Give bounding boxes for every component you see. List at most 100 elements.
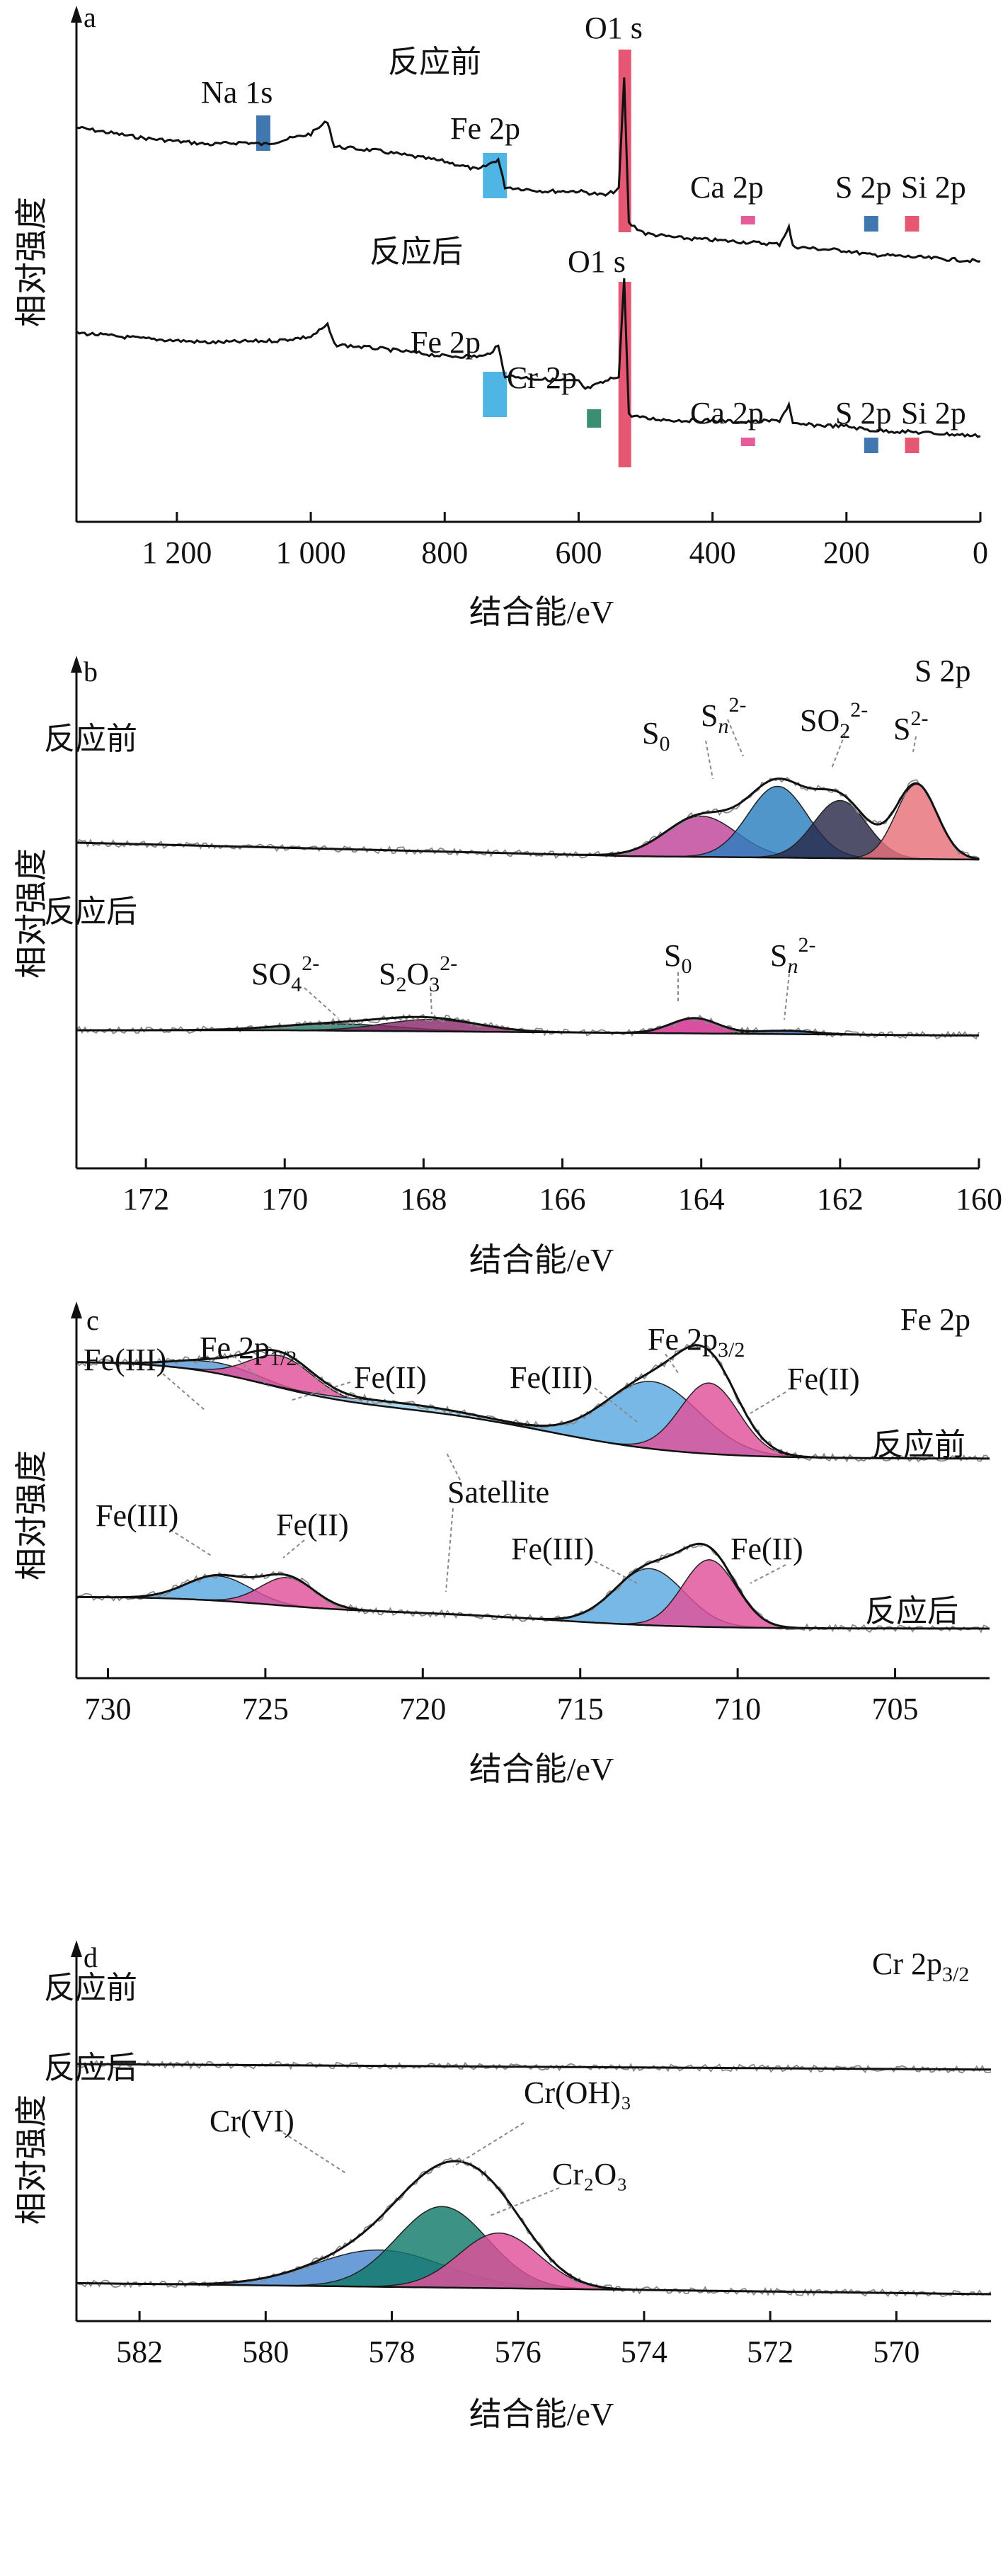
x-tick-label: 715	[557, 1692, 604, 1726]
d-label-after: 反应后	[44, 2051, 137, 2085]
a-label-ca2p-after: Ca 2p	[690, 396, 764, 431]
a-ylabel: 相对强度	[13, 197, 50, 327]
x-tick-label: 570	[873, 2335, 919, 2369]
b-envelopes	[76, 776, 980, 1040]
b-label-so4: SO42-	[251, 952, 319, 996]
x-tick-label: 400	[689, 535, 736, 570]
baseline-1	[76, 1596, 990, 1630]
b-panel-letter: b	[84, 656, 98, 688]
b-label-sn-after: Sn2-	[770, 933, 815, 978]
x-tick-label: 580	[242, 2335, 289, 2369]
d-label-croh: Cr(OH)₃	[524, 2075, 631, 2110]
b-label-s0-before: S0	[642, 716, 670, 756]
x-tick-label: 710	[714, 1692, 761, 1726]
baseline-0	[76, 2063, 991, 2071]
peak-marker	[740, 216, 755, 224]
c-label-satellite: Satellite	[447, 1475, 549, 1510]
a-panel-letter: a	[84, 1, 96, 33]
a-label-na1s: Na 1s	[201, 75, 273, 110]
x-tick-label: 164	[678, 1182, 725, 1216]
c-ylabel: 相对强度	[13, 1450, 50, 1580]
d-title-sub: 3/2	[942, 1963, 969, 1986]
c-label-fe3-d: Fe(III)	[511, 1532, 594, 1566]
a-label-o1s-before: O1 s	[585, 11, 643, 45]
d-leader-lines	[282, 2122, 560, 2217]
x-tick-label: 1 200	[142, 535, 212, 570]
x-tick-label: 800	[421, 535, 468, 570]
d-xlabel: 结合能/eV	[469, 2396, 614, 2432]
spectrum-line-1	[76, 278, 981, 438]
d-label-cr2o3: Cr₂O₃	[552, 2157, 627, 2192]
c-label-fe2-c: Fe(II)	[276, 1508, 349, 1542]
b-x-ticks: 172 170 168 166 164 162 160	[122, 1158, 1002, 1216]
peak-marker	[905, 438, 919, 453]
c-label-before: 反应前	[872, 1427, 965, 1462]
a-label-o1s-after: O1 s	[568, 244, 626, 279]
d-envelopes	[76, 2060, 992, 2298]
baseline-0	[76, 1361, 990, 1460]
c-label-fe3-c: Fe(III)	[96, 1498, 178, 1533]
x-tick-label: 170	[261, 1182, 308, 1216]
x-tick-label: 720	[399, 1692, 446, 1726]
x-tick-label: 168	[400, 1182, 447, 1216]
b-label-sn-before: Sn2-	[701, 693, 746, 738]
peak-marker	[864, 438, 878, 453]
baseline-0	[76, 841, 979, 861]
x-tick-label: 705	[872, 1692, 919, 1726]
x-tick-label: 0	[973, 535, 988, 570]
peak-marker	[740, 438, 755, 446]
b-y-arrow	[71, 656, 82, 673]
a-label-cr2p: Cr 2p	[507, 360, 577, 395]
b-leader-lines	[304, 719, 917, 1020]
a-y-arrow	[71, 6, 82, 23]
c-label-after: 反应后	[865, 1594, 958, 1629]
a-spectra	[76, 77, 981, 438]
d-title: Cr 2p3/2	[872, 1947, 969, 1986]
d-title-base: Cr 2p	[872, 1947, 942, 1981]
c-x-ticks: 730 725 720 715 710 705	[84, 1668, 919, 1726]
x-tick-label: 578	[369, 2335, 415, 2369]
d-y-arrow	[71, 1940, 82, 1957]
a-xlabel: 结合能/eV	[469, 594, 614, 630]
c-envelopes	[76, 1342, 990, 1634]
a-label-before: 反应前	[388, 45, 481, 79]
envelope-1	[76, 1015, 979, 1037]
x-tick-label: 582	[116, 2335, 163, 2369]
x-tick-label: 1 000	[276, 535, 346, 570]
b-label-s0-after: S0	[664, 938, 692, 978]
c-label-fe2-d: Fe(II)	[730, 1532, 803, 1566]
c-y-arrow	[71, 1301, 82, 1318]
a-x-ticks: 1 200 1 000 800 600 400 200 0	[142, 512, 988, 570]
c-label-fe3-b: Fe(III)	[510, 1360, 592, 1395]
c-label-fe2p12: Fe 2p1/2	[200, 1330, 297, 1370]
d-label-before: 反应前	[44, 1971, 137, 2005]
x-tick-label: 160	[956, 1182, 1002, 1216]
c-label-fe2-b: Fe(II)	[787, 1362, 860, 1396]
b-label-after: 反应后	[44, 894, 137, 929]
panel-c: 730 725 720 715 710 705 c Fe 2p 反应前 反应后 Fe(II…	[13, 1301, 990, 1787]
b-xlabel: 结合能/eV	[469, 1242, 614, 1278]
baseline-1	[76, 2282, 991, 2296]
c-label-fe2p32: Fe 2p3/2	[648, 1322, 745, 1362]
x-tick-label: 166	[539, 1182, 586, 1216]
panel-b: 172 170 168 166 164 162 160 b S 2p 反应前 反应后 S0 …	[13, 654, 1002, 1278]
x-tick-label: 725	[242, 1692, 289, 1726]
b-label-before: 反应前	[44, 722, 137, 756]
a-label-ca2p-before: Ca 2p	[690, 170, 764, 205]
c-label-fe3-a: Fe(III)	[84, 1343, 166, 1377]
x-tick-label: 730	[84, 1692, 131, 1726]
a-label-s2p-before: S 2p	[835, 170, 891, 205]
peak-marker	[483, 372, 508, 417]
b-label-so2: SO22-	[800, 698, 868, 743]
a-label-after: 反应后	[369, 234, 463, 269]
c-leader-lines	[162, 1353, 786, 1592]
x-tick-label: 200	[823, 535, 870, 570]
c-xlabel: 结合能/eV	[469, 1751, 614, 1787]
a-label-si2p-after: Si 2p	[901, 396, 966, 431]
x-tick-label: 162	[817, 1182, 864, 1216]
c-title: Fe 2p	[900, 1302, 970, 1337]
peak-marker	[256, 115, 270, 151]
a-label-si2p-before: Si 2p	[901, 170, 966, 205]
panel-a: 1 200 1 000 800 600 400 200 0 a 反应前 反应后 Na 1s …	[13, 1, 988, 630]
